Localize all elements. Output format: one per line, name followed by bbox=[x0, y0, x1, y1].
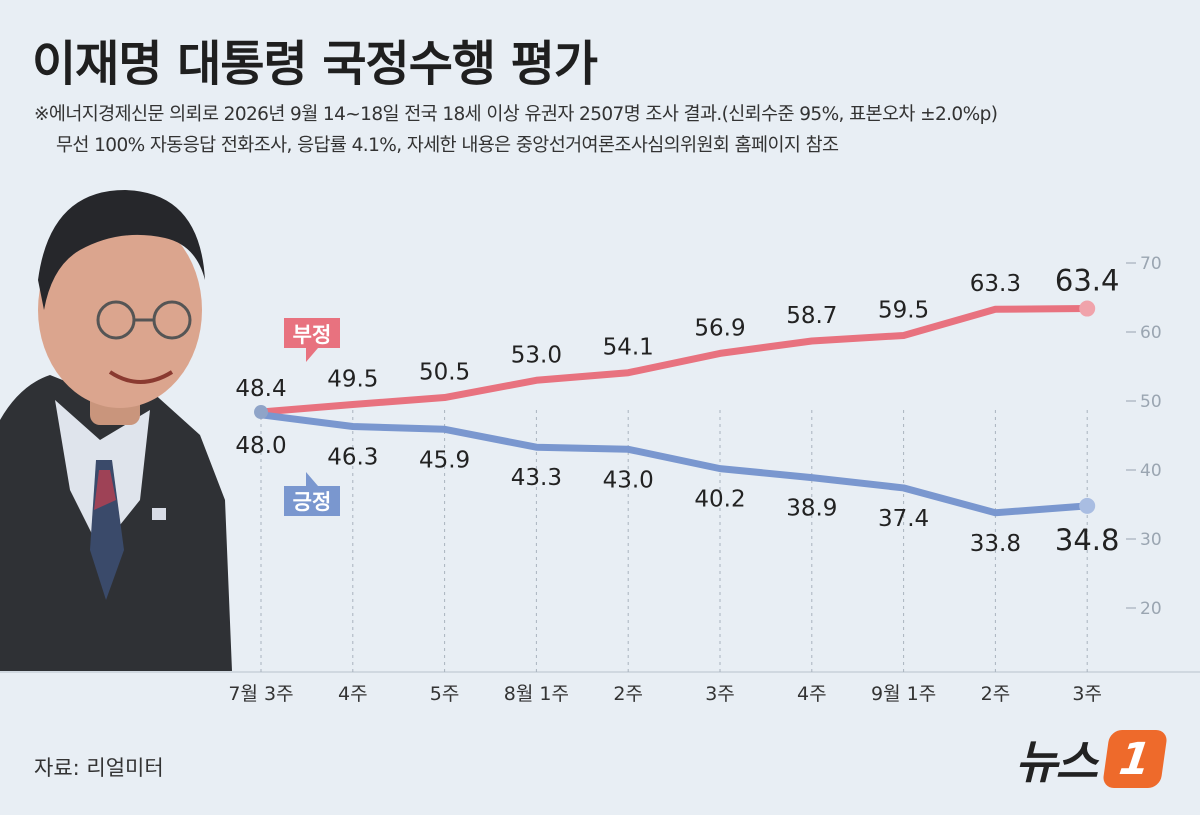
news1-logo-mark: 1 bbox=[1101, 730, 1169, 788]
positive-data-label-1: 46.3 bbox=[327, 445, 378, 471]
negative-series-tag-label: 부정 bbox=[293, 323, 332, 347]
positive-data-label-3: 43.3 bbox=[511, 465, 562, 491]
positive-data-label-0: 48.0 bbox=[235, 433, 286, 459]
x-tick-label-4: 2주 bbox=[613, 683, 643, 705]
negative-data-label-2: 50.5 bbox=[419, 360, 470, 386]
negative-data-label-8: 63.3 bbox=[970, 271, 1021, 297]
negative-data-label-0: 48.4 bbox=[235, 376, 286, 402]
x-tick-label-0: 7월 3주 bbox=[228, 683, 293, 705]
x-tick-label-6: 4주 bbox=[797, 683, 827, 705]
positive-data-label-5: 40.2 bbox=[694, 487, 745, 513]
x-tick-label-8: 2주 bbox=[981, 683, 1011, 705]
negative-series-tag bbox=[284, 318, 340, 362]
positive-data-label-8: 33.8 bbox=[970, 531, 1021, 557]
x-tick-label-9: 3주 bbox=[1072, 683, 1102, 705]
y-tick-label-70: 70 bbox=[1140, 254, 1162, 274]
data-source: 자료: 리얼미터 bbox=[34, 756, 164, 780]
negative-data-label-5: 56.9 bbox=[694, 315, 745, 341]
positive-end-point bbox=[1079, 497, 1096, 514]
positive-data-label-6: 38.9 bbox=[786, 496, 837, 522]
news1-logo: 뉴스 1 bbox=[1015, 726, 1169, 792]
negative-data-label-6: 58.7 bbox=[786, 303, 837, 329]
series-start-point bbox=[254, 405, 268, 420]
survey-note-line-1: ※에너지경제신문 의뢰로 2026년 9월 14~18일 전국 18세 이상 유… bbox=[34, 104, 998, 125]
series-line-negative bbox=[257, 305, 1091, 416]
positive-data-label-7: 37.4 bbox=[878, 506, 929, 532]
positive-series-tag bbox=[284, 472, 340, 516]
series-line-positive bbox=[257, 411, 1091, 517]
negative-end-point bbox=[1079, 300, 1096, 317]
x-tick-label-3: 8월 1주 bbox=[504, 683, 569, 705]
negative-data-label-7: 59.5 bbox=[878, 297, 929, 323]
negative-data-label-1: 49.5 bbox=[327, 366, 378, 392]
president-portrait bbox=[0, 190, 232, 671]
negative-data-label-4: 54.1 bbox=[603, 335, 654, 361]
y-tick-label-50: 50 bbox=[1140, 392, 1162, 412]
positive-data-label-2: 45.9 bbox=[419, 447, 470, 473]
positive-data-label-4: 43.0 bbox=[603, 467, 654, 493]
page-title: 이재명 대통령 국정수행 평가 bbox=[32, 36, 598, 92]
y-tick-label-20: 20 bbox=[1140, 599, 1162, 619]
y-tick-label-60: 60 bbox=[1140, 323, 1162, 343]
news1-logo-text: 뉴스 bbox=[1015, 735, 1098, 789]
negative-data-label-3: 53.0 bbox=[511, 342, 562, 368]
negative-data-label-9: 63.4 bbox=[1055, 264, 1120, 298]
x-tick-label-5: 3주 bbox=[705, 683, 735, 705]
y-tick-label-40: 40 bbox=[1140, 461, 1162, 481]
x-tick-label-1: 4주 bbox=[338, 683, 368, 705]
survey-note-line-2: 무선 100% 자동응답 전화조사, 응답률 4.1%, 자세한 내용은 중앙선… bbox=[56, 135, 839, 156]
positive-data-label-9: 34.8 bbox=[1055, 523, 1120, 557]
x-tick-label-2: 5주 bbox=[430, 683, 460, 705]
positive-series-tag-label: 긍정 bbox=[293, 490, 332, 514]
y-tick-label-30: 30 bbox=[1140, 530, 1162, 550]
x-tick-label-7: 9월 1주 bbox=[871, 683, 936, 705]
